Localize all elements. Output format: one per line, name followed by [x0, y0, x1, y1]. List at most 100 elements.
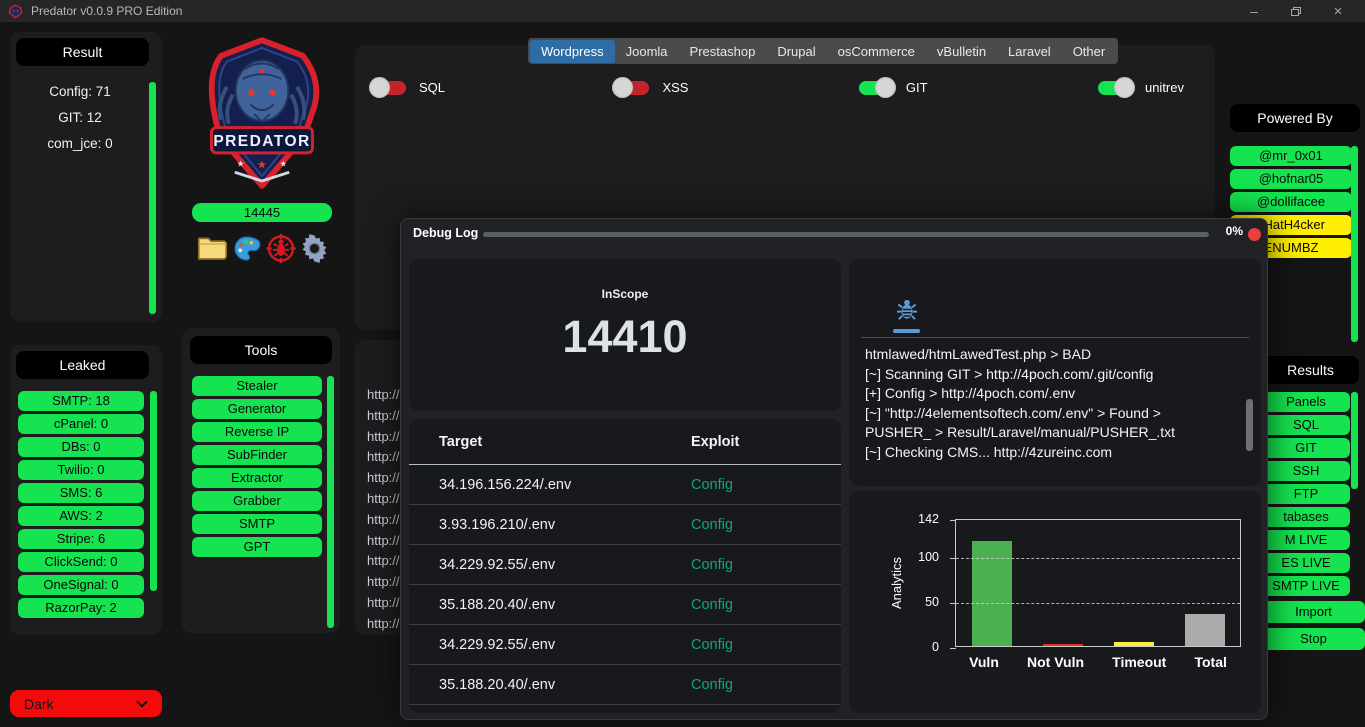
toggle-track: [1098, 81, 1132, 95]
leaked-panel-title: Leaked: [16, 351, 149, 379]
folder-icon[interactable]: [196, 230, 229, 266]
toggle-knob: [612, 77, 633, 98]
debug-log-modal: Debug Log 0% InScope 14410 Target Exploi…: [400, 218, 1268, 720]
bug-crosshair-icon[interactable]: [264, 230, 297, 266]
leaked-item[interactable]: Stripe: 6: [18, 529, 144, 549]
leaked-item[interactable]: SMTP: 18: [18, 391, 144, 411]
results-item[interactable]: FTP: [1262, 484, 1350, 504]
target-url-list: http://http://http://http://http://http:…: [367, 385, 400, 635]
leaked-item[interactable]: OneSignal: 0: [18, 575, 144, 595]
record-dot-icon: [1248, 228, 1261, 241]
result-scrollbar[interactable]: [149, 82, 156, 314]
tool-button[interactable]: Reverse IP: [192, 422, 322, 442]
results-item[interactable]: SSH: [1262, 461, 1350, 481]
leaked-item[interactable]: RazorPay: 2: [18, 598, 144, 618]
table-row: 34.229.92.55/.env Config: [409, 545, 841, 585]
cms-tab[interactable]: Wordpress: [530, 40, 615, 63]
powered-by-member[interactable]: @hofnar05: [1230, 169, 1352, 189]
log-scrollbar[interactable]: [1246, 399, 1253, 451]
tool-button[interactable]: SubFinder: [192, 445, 322, 465]
toggle-track: [859, 81, 893, 95]
theme-dropdown[interactable]: Dark: [10, 690, 162, 717]
results-action-button[interactable]: Import: [1262, 601, 1365, 623]
progress-bar: [483, 232, 1209, 237]
tool-button[interactable]: Extractor: [192, 468, 322, 488]
results-item[interactable]: SQL: [1262, 415, 1350, 435]
minimize-button[interactable]: –: [1237, 0, 1271, 22]
log-card: htmlawed/htmLawedTest.php > BAD[~] Scann…: [849, 259, 1261, 486]
powered-by-scrollbar[interactable]: [1351, 146, 1358, 342]
toggle-label: SQL: [419, 80, 445, 95]
results-panel-title: Results: [1262, 356, 1359, 384]
tool-button[interactable]: Generator: [192, 399, 322, 419]
target-url-line: http://: [367, 614, 400, 635]
results-item[interactable]: Panels: [1262, 392, 1350, 412]
chart-xlabels: VulnNot VulnTimeoutTotal: [955, 654, 1241, 670]
window-title: Predator v0.0.9 PRO Edition: [31, 4, 182, 18]
config-link[interactable]: Config: [691, 477, 811, 493]
cms-tab[interactable]: vBulletin: [926, 40, 997, 63]
results-action-button[interactable]: Stop: [1262, 628, 1365, 650]
results-item[interactable]: tabases: [1262, 507, 1350, 527]
log-line: PUSHER_ > Result/Laravel/manual/PUSHER_.…: [865, 423, 1235, 443]
target-cell: 34.229.92.55/.env: [439, 637, 691, 653]
cms-tab[interactable]: Joomla: [615, 40, 679, 63]
cms-tabbar: WordpressJoomlaPrestashopDrupalosCommerc…: [528, 38, 1118, 64]
chart-xlabel: Total: [1194, 654, 1226, 670]
chart-bar: [972, 541, 1012, 646]
tool-button[interactable]: GPT: [192, 537, 322, 557]
leaked-list: SMTP: 18 cPanel: 0 DBs: 0 Twilio: 0 SMS: 6 AW…: [18, 391, 144, 618]
chart-xlabel: Not Vuln: [1027, 654, 1084, 670]
config-link[interactable]: Config: [691, 557, 811, 573]
config-link[interactable]: Config: [691, 597, 811, 613]
chart-tickmark: [950, 520, 956, 521]
palette-icon[interactable]: [230, 230, 263, 266]
tool-button[interactable]: Grabber: [192, 491, 322, 511]
toggle-knob: [1114, 77, 1135, 98]
cms-tab[interactable]: Prestashop: [679, 40, 767, 63]
leaked-item[interactable]: DBs: 0: [18, 437, 144, 457]
cms-tab[interactable]: Laravel: [997, 40, 1062, 63]
chart-plot: [955, 519, 1241, 647]
chart-xlabel: Vuln: [969, 654, 999, 670]
cms-tab[interactable]: Other: [1062, 40, 1117, 63]
cms-tab[interactable]: osCommerce: [827, 40, 926, 63]
leaked-item[interactable]: Twilio: 0: [18, 460, 144, 480]
scan-options-row: SQL XSS GIT unitrev: [372, 80, 1184, 95]
results-item[interactable]: ES LIVE: [1262, 553, 1350, 573]
option-toggle[interactable]: unitrev: [1098, 80, 1184, 95]
leaked-scrollbar[interactable]: [150, 391, 157, 591]
scan-count-button[interactable]: 14445: [192, 203, 332, 222]
option-toggle[interactable]: XSS: [615, 80, 688, 95]
config-link[interactable]: Config: [691, 677, 811, 693]
cms-tab[interactable]: Drupal: [766, 40, 826, 63]
config-link[interactable]: Config: [691, 517, 811, 533]
tool-button[interactable]: Stealer: [192, 376, 322, 396]
results-item[interactable]: GIT: [1262, 438, 1350, 458]
config-link[interactable]: Config: [691, 637, 811, 653]
option-toggle[interactable]: GIT: [859, 80, 928, 95]
debug-log-title: Debug Log: [413, 226, 478, 240]
results-actions: Import Stop: [1262, 601, 1365, 650]
leaked-item[interactable]: AWS: 2: [18, 506, 144, 526]
target-cell: 34.196.156.224/.env: [439, 477, 691, 493]
tool-button[interactable]: SMTP: [192, 514, 322, 534]
powered-by-member[interactable]: @dollifacee: [1230, 192, 1352, 212]
target-url-line: http://: [367, 572, 400, 593]
tools-scrollbar[interactable]: [327, 376, 334, 628]
gear-icon[interactable]: [298, 230, 331, 266]
powered-by-member[interactable]: @mr_0x01: [1230, 146, 1352, 166]
target-url-line: http://: [367, 406, 400, 427]
chart-bar-slot: [972, 520, 1012, 646]
restore-button[interactable]: [1279, 0, 1313, 22]
chart-ytick: 50: [899, 595, 939, 609]
close-button[interactable]: ×: [1321, 0, 1355, 22]
leaked-item[interactable]: cPanel: 0: [18, 414, 144, 434]
bug-tab-icon[interactable]: [894, 297, 920, 328]
leaked-item[interactable]: SMS: 6: [18, 483, 144, 503]
results-scrollbar[interactable]: [1351, 392, 1358, 489]
leaked-item[interactable]: ClickSend: 0: [18, 552, 144, 572]
option-toggle[interactable]: SQL: [372, 80, 445, 95]
results-item[interactable]: M LIVE: [1262, 530, 1350, 550]
results-item[interactable]: SMTP LIVE: [1262, 576, 1350, 596]
